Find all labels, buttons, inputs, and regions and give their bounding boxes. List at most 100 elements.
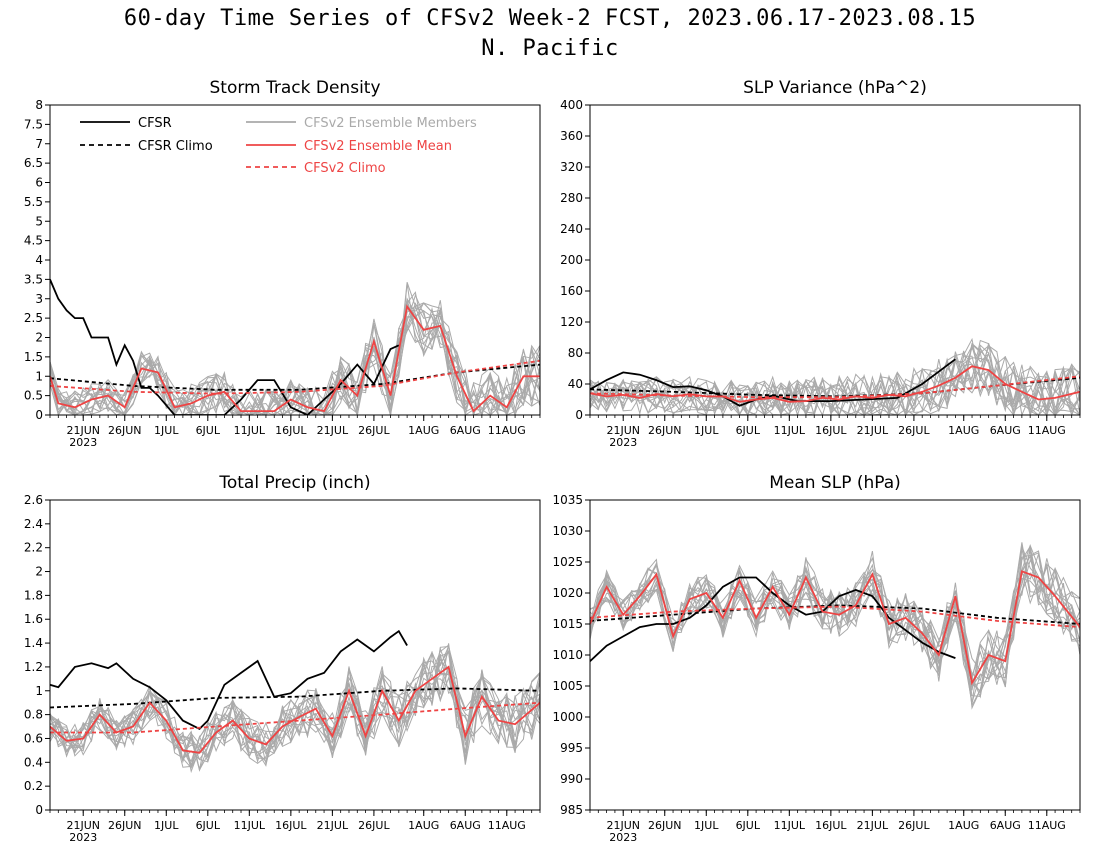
x-year-label: 2023	[609, 831, 637, 844]
x-tick-label: 11JUL	[774, 424, 806, 437]
y-tick-label: 0	[35, 408, 43, 422]
legend-label-ensemble-mean: CFSv2 Ensemble Mean	[304, 139, 452, 154]
panel-title: SLP Variance (hPa^2)	[743, 78, 927, 98]
y-tick-label: 1030	[552, 524, 583, 538]
y-tick-label: 40	[568, 377, 583, 391]
x-tick-label: 6AUG	[450, 819, 481, 832]
y-tick-label: 7.5	[24, 117, 43, 131]
x-tick-label: 11AUG	[488, 424, 526, 437]
plot-frame	[49, 499, 541, 811]
y-tick-label: 2.4	[24, 517, 43, 531]
x-tick-label: 26JUL	[898, 424, 930, 437]
cfsr-line	[590, 358, 956, 407]
x-tick-label: 16JUL	[275, 424, 307, 437]
x-tick-label: 21JUL	[317, 424, 349, 437]
plot-area	[50, 279, 540, 415]
x-tick-label: 6AUG	[450, 424, 481, 437]
y-tick-label: 995	[560, 741, 583, 755]
plot-frame	[589, 104, 1081, 416]
x-tick-label: 6JUL	[736, 819, 761, 832]
y-tick-label: 5	[35, 214, 43, 228]
y-tick-label: 400	[560, 98, 583, 112]
x-tick-label: 21JUL	[857, 819, 889, 832]
x-tick-label: 11JUL	[774, 819, 806, 832]
plot-area	[50, 629, 540, 774]
ensemble-member-line	[50, 649, 540, 766]
cfsr-climo-line	[50, 687, 540, 709]
y-tick-label: 1000	[552, 710, 583, 724]
x-tick-label: 16JUL	[815, 424, 847, 437]
panel-title: Total Precip (inch)	[218, 473, 370, 493]
ensemble-member-line	[590, 558, 1080, 699]
y-tick-label: 0.5	[24, 389, 43, 403]
x-tick-label: 1JUL	[694, 819, 719, 832]
y-tick-label: 7	[35, 137, 43, 151]
y-tick-label: 6.5	[24, 156, 43, 170]
legend: CFSR CFSR Climo CFSv2 Ensemble Members CFSv…	[80, 116, 477, 176]
total-precip-panel: Total Precip (inch) 0 0.2 0.4 0.6 0.8 1 1.2 1.4 1…	[24, 473, 541, 844]
x-tick-label: 1JUL	[154, 819, 179, 832]
y-tick-label: 80	[568, 346, 583, 360]
x-tick-label: 26JUL	[358, 424, 390, 437]
y-tick-label: 1.6	[24, 612, 43, 626]
y-tick-label: 8	[35, 98, 43, 112]
x-tick-label: 16JUL	[275, 819, 307, 832]
y-tick-label: 360	[560, 129, 583, 143]
legend-label-cfsr-climo: CFSR Climo	[138, 139, 213, 154]
x-tick-label: 26JUN	[648, 424, 682, 437]
y-tick-label: 1020	[552, 586, 583, 600]
ensemble-member-line	[590, 546, 1080, 689]
cfsr-climo-line	[590, 604, 1080, 625]
plot-area	[590, 337, 1080, 415]
x-tick-label: 21JUN	[606, 819, 640, 832]
y-tick-label: 5.5	[24, 195, 43, 209]
cfsv2-climo-line	[590, 605, 1080, 628]
x-tick-label: 11JUL	[234, 424, 266, 437]
x-tick-label: 6JUL	[736, 424, 761, 437]
panel-title: Mean SLP (hPa)	[769, 473, 901, 493]
cfsv2-ensemble-mean-line	[50, 304, 540, 413]
x-tick-label: 26JUN	[648, 819, 682, 832]
y-tick-label: 0.6	[24, 731, 43, 745]
y-tick-label: 1.2	[24, 660, 43, 674]
y-tick-label: 1.5	[24, 350, 43, 364]
legend-label-members: CFSv2 Ensemble Members	[304, 116, 477, 131]
y-tick-label: 2.6	[24, 493, 43, 507]
y-tick-label: 0.8	[24, 708, 43, 722]
x-tick-label: 26JUL	[358, 819, 390, 832]
x-tick-label: 1AUG	[408, 424, 439, 437]
x-tick-label: 11AUG	[488, 819, 526, 832]
y-tick-label: 0	[575, 408, 583, 422]
x-tick-label: 26JUL	[898, 819, 930, 832]
panel-title: Storm Track Density	[209, 78, 380, 98]
plot-frame	[49, 104, 541, 416]
y-tick-label: 0	[35, 803, 43, 817]
legend-label-cfsv2-climo: CFSv2 Climo	[304, 161, 386, 176]
y-tick-label: 2	[35, 331, 43, 345]
y-tick-label: 2.2	[24, 541, 43, 555]
x-tick-label: 11AUG	[1028, 819, 1066, 832]
x-tick-label: 16JUL	[815, 819, 847, 832]
ensemble-member-line	[50, 661, 540, 768]
x-tick-label: 21JUN	[66, 424, 100, 437]
x-tick-label: 6AUG	[990, 424, 1021, 437]
ensemble-member-line	[590, 346, 1080, 415]
cfsr-line	[50, 279, 400, 415]
x-tick-label: 21JUN	[606, 424, 640, 437]
y-tick-label: 1010	[552, 648, 583, 662]
y-tick-label: 1035	[552, 493, 583, 507]
x-tick-label: 21JUL	[857, 424, 889, 437]
y-tick-label: 1005	[552, 679, 583, 693]
cfsv2-ensemble-mean-line	[590, 570, 1080, 686]
x-tick-label: 1JUL	[694, 424, 719, 437]
y-tick-label: 120	[560, 315, 583, 329]
y-tick-label: 4	[35, 253, 43, 267]
y-tick-label: 240	[560, 222, 583, 236]
y-tick-label: 1015	[552, 617, 583, 631]
x-tick-label: 11AUG	[1028, 424, 1066, 437]
plot-area	[590, 542, 1080, 710]
y-tick-label: 3.5	[24, 272, 43, 286]
cfsv2-climo-line	[590, 375, 1080, 399]
plot-frame	[589, 499, 1081, 811]
